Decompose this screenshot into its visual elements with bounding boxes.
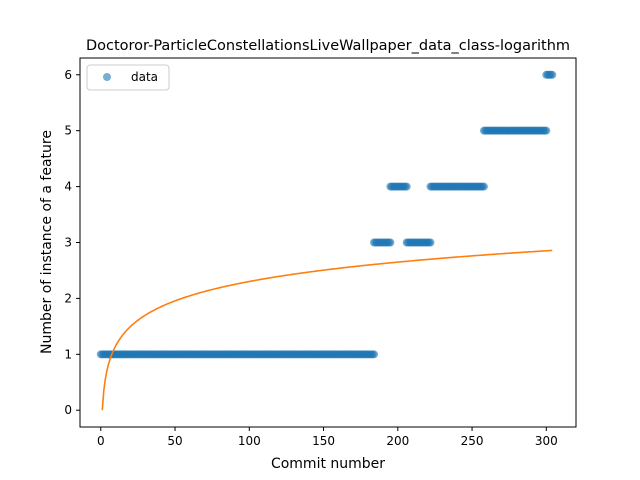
- y-axis-label: Number of instance of a feature: [39, 130, 55, 354]
- data-point: [548, 70, 557, 79]
- x-tick-label: 100: [238, 434, 261, 448]
- plot-area: [79, 57, 577, 428]
- x-axis-label: Commit number: [271, 456, 385, 472]
- y-tick-label: 5: [64, 124, 72, 138]
- x-tick-label: 0: [97, 434, 105, 448]
- data-point: [386, 238, 395, 247]
- x-tick-label: 250: [461, 434, 484, 448]
- x-tick-label: 200: [386, 434, 409, 448]
- y-axis-ticks: 0 1 2 3 4 5 6: [64, 68, 80, 417]
- data-point: [542, 126, 551, 135]
- data-point: [402, 182, 411, 191]
- data-point: [370, 350, 379, 359]
- y-tick-label: 2: [64, 291, 72, 305]
- data-point: [426, 238, 435, 247]
- legend: data: [86, 64, 170, 91]
- legend-box: [86, 64, 170, 91]
- y-tick-label: 1: [64, 347, 72, 361]
- y-tick-label: 0: [64, 403, 72, 417]
- fit-curve: [101, 249, 553, 411]
- x-tick-label: 50: [167, 434, 182, 448]
- legend-label: data: [131, 70, 158, 84]
- chart-title: Doctoror-ParticleConstellationsLiveWallp…: [86, 38, 570, 54]
- y-tick-label: 4: [64, 180, 72, 194]
- x-axis-ticks: 0 50 100 150 200 250 300: [97, 427, 558, 448]
- x-tick-label: 150: [312, 434, 335, 448]
- data-point: [479, 182, 488, 191]
- y-tick-label: 3: [64, 236, 72, 250]
- y-tick-label: 6: [64, 68, 72, 82]
- legend-marker: [103, 73, 111, 81]
- data-points: [96, 70, 557, 359]
- x-tick-label: 300: [535, 434, 558, 448]
